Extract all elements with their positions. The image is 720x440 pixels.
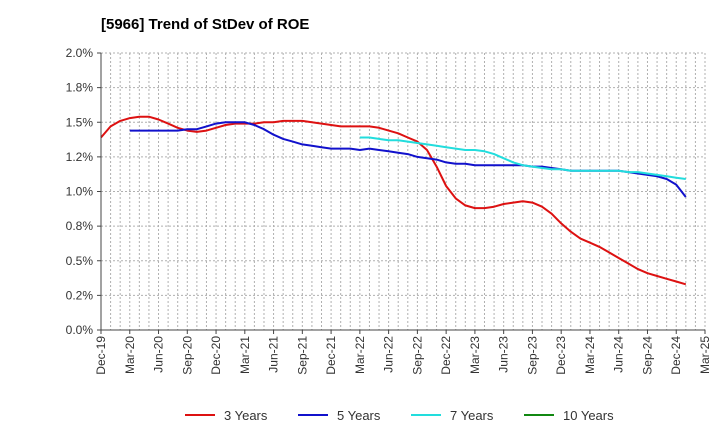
y-tick-label: 1.8% [66, 81, 94, 95]
x-tick-label: Dec-24 [669, 336, 683, 375]
x-tick-label: Jun-24 [612, 336, 626, 373]
x-tick-label: Jun-21 [267, 336, 281, 373]
x-tick-label: Sep-22 [410, 336, 424, 375]
x-tick-label: Mar-22 [353, 336, 367, 374]
x-tick-label: Dec-22 [439, 336, 453, 375]
x-tick-label: Dec-23 [554, 336, 568, 375]
grid-lines [101, 52, 706, 330]
x-tick-label: Jun-22 [382, 336, 396, 373]
y-tick-label: 1.5% [66, 115, 94, 129]
y-tick-label: 0.8% [66, 219, 94, 233]
x-tick-label: Sep-21 [295, 336, 309, 375]
legend-label: 5 Years [337, 408, 381, 423]
series-lines [100, 115, 687, 286]
legend: 3 Years 5 Years 7 Years 10 Years [185, 408, 614, 423]
legend-label: 3 Years [224, 408, 268, 423]
y-tick-label: 0.2% [66, 288, 94, 302]
x-axis-ticks: Dec-19 Mar-20 Jun-20 Sep-20 Dec-20 Mar-21 Jun-… [94, 330, 712, 375]
x-tick-label: Sep-23 [525, 336, 539, 375]
x-tick-label: Jun-20 [152, 336, 166, 373]
y-tick-label: 1.0% [66, 185, 94, 199]
y-tick-label: 2.0% [66, 46, 94, 60]
y-tick-label: 0.5% [66, 254, 94, 268]
x-tick-label: Dec-19 [94, 336, 108, 375]
x-tick-label: Sep-20 [180, 336, 194, 375]
x-tick-label: Mar-21 [238, 336, 252, 374]
x-tick-label: Mar-23 [468, 336, 482, 374]
legend-label: 10 Years [563, 408, 614, 423]
x-tick-label: Mar-25 [698, 336, 712, 374]
x-tick-label: Mar-24 [583, 336, 597, 374]
legend-label: 7 Years [450, 408, 494, 423]
x-tick-label: Sep-24 [640, 336, 654, 375]
y-axis-ticks: 0.0% 0.2% 0.5% 0.8% 1.0% 1.2% 1.5% 1.8% 2.0% [66, 46, 101, 337]
y-tick-label: 0.0% [66, 323, 94, 337]
series-line [100, 115, 687, 286]
x-tick-label: Dec-20 [209, 336, 223, 375]
y-tick-label: 1.2% [66, 150, 94, 164]
x-tick-label: Dec-21 [324, 336, 338, 375]
chart-title: [5966] Trend of StDev of ROE [101, 16, 309, 33]
series-line [359, 136, 686, 180]
x-tick-label: Jun-23 [497, 336, 511, 373]
x-tick-label: Mar-20 [123, 336, 137, 374]
